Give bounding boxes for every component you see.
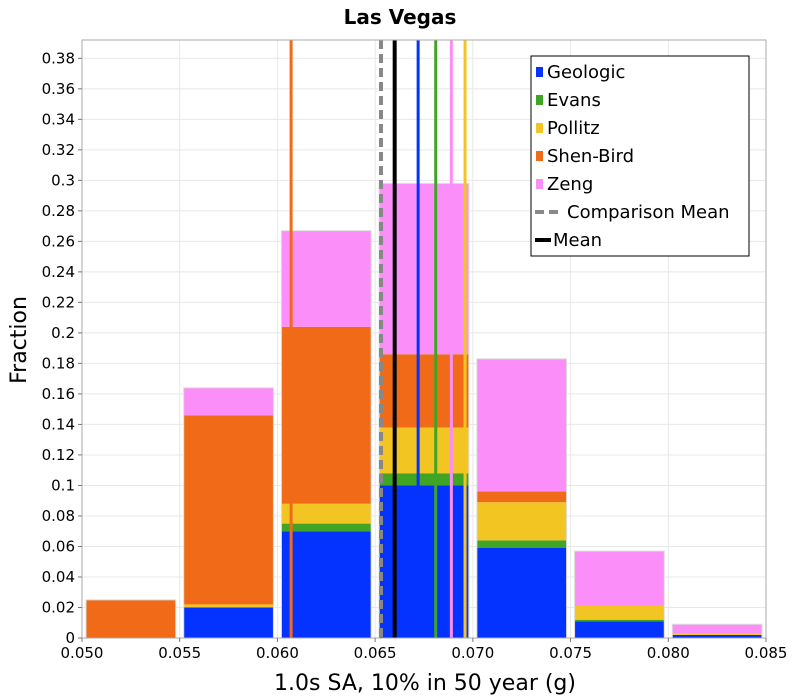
bar-segment-evans [379, 473, 469, 486]
bar-segment-geologic [574, 621, 665, 638]
y-tick-label: 0.28 [42, 202, 75, 220]
y-tick-label: 0.1 [51, 476, 75, 494]
bar-segment-shen-bird [379, 354, 469, 428]
bar-segment-pollitz [183, 604, 274, 608]
y-tick-label: 0.26 [42, 232, 75, 250]
x-tick-label: 0.055 [158, 644, 201, 662]
bar-segment-shen-bird [476, 491, 567, 503]
bar-segment-zeng [574, 551, 665, 606]
bar-segment-geologic [379, 485, 469, 638]
legend-swatch-pollitz [536, 123, 543, 133]
y-tick-label: 0.24 [42, 263, 75, 281]
y-tick-label: 0.38 [42, 49, 75, 67]
x-tick-label: 0.065 [354, 644, 397, 662]
axis-ticks: 0 0.02 0.04 0.06 0.08 0.1 0.12 0.14 0.16 0.18 0.2 0… [42, 49, 788, 662]
y-tick-label: 0.2 [51, 324, 75, 342]
y-tick-label: 0.3 [51, 171, 75, 189]
y-tick-label: 0.06 [42, 537, 75, 555]
y-tick-label: 0 [65, 629, 75, 647]
y-tick-label: 0.04 [42, 568, 75, 586]
legend-label-evans: Evans [547, 90, 601, 111]
bar-segment-pollitz [379, 427, 469, 474]
bar-segment-geologic [476, 547, 567, 638]
y-tick-label: 0.34 [42, 110, 75, 128]
mean-lines [289, 40, 467, 638]
x-tick-label: 0.070 [451, 644, 494, 662]
y-axis-label: Fraction [7, 296, 32, 384]
x-tick-label: 0.075 [549, 644, 592, 662]
bar-segment-pollitz [281, 503, 372, 524]
legend-swatch-zeng [536, 179, 543, 189]
x-axis-label: 1.0s SA, 10% in 50 year (g) [274, 671, 576, 696]
y-tick-label: 0.18 [42, 354, 75, 372]
bar-segment-zeng [672, 624, 762, 634]
legend-label-shen-bird: Shen-Bird [547, 146, 634, 167]
bar-segment-evans [281, 523, 372, 532]
bar-segment-pollitz [672, 633, 762, 635]
bar-segment-zeng [183, 387, 274, 416]
legend-label-pollitz: Pollitz [547, 118, 600, 139]
legend-label-mean: Mean [553, 230, 602, 251]
bar-segment-evans [574, 619, 665, 622]
bar-segment-geologic [183, 607, 274, 638]
x-tick-label: 0.050 [61, 644, 104, 662]
bar-segment-geologic [672, 634, 762, 638]
bar-segment-zeng [379, 183, 469, 355]
legend-label-comparison-mean: Comparison Mean [567, 202, 730, 223]
bar-segment-zeng [476, 358, 567, 492]
y-tick-label: 0.08 [42, 507, 75, 525]
chart-title: Las Vegas [344, 5, 457, 29]
y-tick-label: 0.12 [42, 446, 75, 464]
bar-segment-pollitz [476, 502, 567, 541]
x-tick-label: 0.080 [647, 644, 690, 662]
legend-label-zeng: Zeng [547, 174, 593, 195]
legend-swatch-geologic [536, 67, 543, 77]
bar-segment-shen-bird [281, 326, 372, 504]
y-tick-label: 0.32 [42, 141, 75, 159]
bar-segment-geologic [281, 531, 372, 638]
bar-segment-shen-bird [86, 599, 176, 638]
bar-segment-zeng [281, 230, 372, 327]
legend-label-geologic: Geologic [547, 62, 625, 83]
y-tick-label: 0.16 [42, 385, 75, 403]
y-tick-label: 0.36 [42, 80, 75, 98]
legend-box [530, 55, 750, 257]
legend: Geologic Evans Pollitz Shen-Bird Zeng Compari… [530, 55, 750, 257]
y-tick-label: 0.14 [42, 415, 75, 433]
y-tick-label: 0.02 [42, 598, 75, 616]
legend-swatch-evans [536, 95, 543, 105]
bar-segment-evans [476, 540, 567, 548]
plot-frame [81, 39, 767, 639]
bar-segment-shen-bird [183, 415, 274, 605]
x-tick-label: 0.060 [256, 644, 299, 662]
bar-segment-pollitz [574, 605, 665, 620]
x-tick-label: 0.085 [745, 644, 788, 662]
legend-swatch-shen-bird [536, 151, 543, 161]
y-tick-label: 0.22 [42, 293, 75, 311]
